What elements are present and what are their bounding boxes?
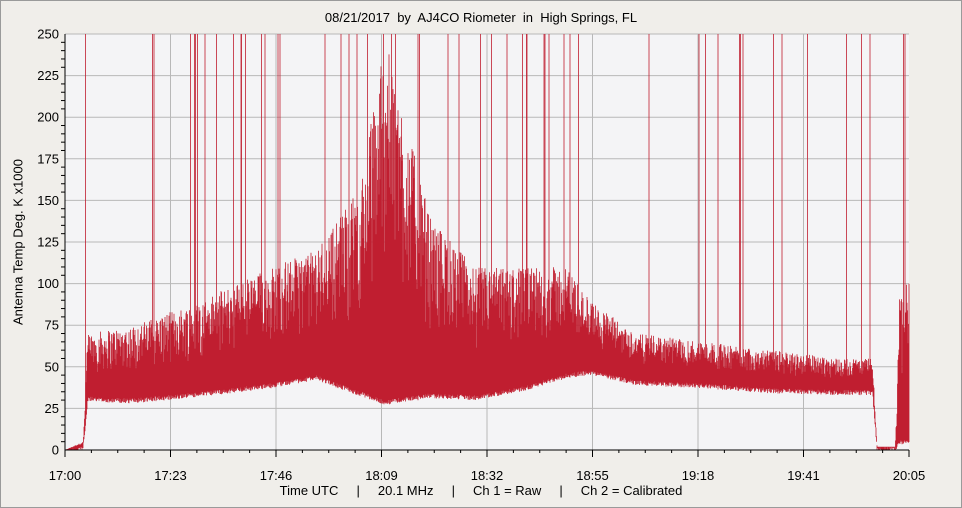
y-tick-label: 225 — [37, 68, 59, 83]
axes: 0 25 50 75 100 125 150 175 200 225 250 17:00 17:23 17… — [37, 27, 925, 484]
series-ch — [65, 34, 910, 450]
x-tick-label: 17:00 — [49, 468, 82, 483]
y-tick-label: 100 — [37, 276, 59, 291]
y-tick-label: 200 — [37, 110, 59, 125]
y-tick-label: 175 — [37, 151, 59, 166]
y-tick-label: 250 — [37, 27, 59, 42]
chart-footer: Time UTC | 20.1 MHz | Ch 1 = Raw | Ch 2 … — [279, 483, 683, 498]
x-tick-label: 18:09 — [365, 468, 398, 483]
x-tick-label: 18:32 — [471, 468, 504, 483]
x-tick-label: 19:41 — [787, 468, 820, 483]
x-tick-label: 20:05 — [893, 468, 926, 483]
y-tick-label: 75 — [45, 318, 59, 333]
x-tick-label: 18:55 — [576, 468, 609, 483]
y-tick-label: 150 — [37, 193, 59, 208]
chart-title: 08/21/2017 by AJ4CO Riometer in High Spr… — [324, 10, 638, 25]
x-tick-label: 17:46 — [260, 468, 293, 483]
y-tick-label: 0 — [52, 443, 59, 458]
y-tick-label: 50 — [45, 359, 59, 374]
x-tick-label: 17:23 — [154, 468, 187, 483]
y-tick-label: 125 — [37, 235, 59, 250]
series-trace — [65, 34, 910, 450]
x-tick-label: 19:18 — [682, 468, 715, 483]
y-tick-label: 25 — [45, 401, 59, 416]
